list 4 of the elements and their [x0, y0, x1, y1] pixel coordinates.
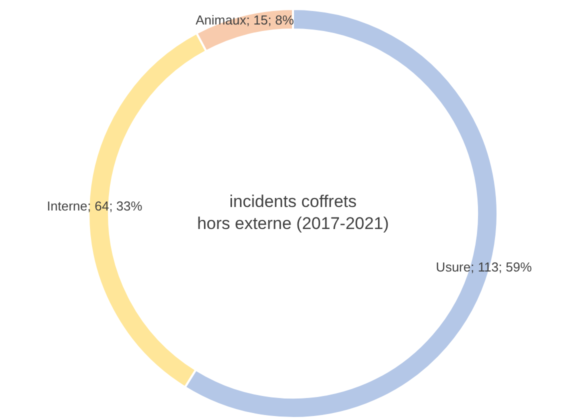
slice-label: Usure; 113; 59%	[436, 260, 532, 275]
text: incidents coffrets hors externe (2017-2021)	[197, 192, 389, 234]
slice-label: Animaux; 15; 8%	[196, 12, 294, 28]
slice-label: Interne; 64; 33%	[46, 198, 143, 214]
